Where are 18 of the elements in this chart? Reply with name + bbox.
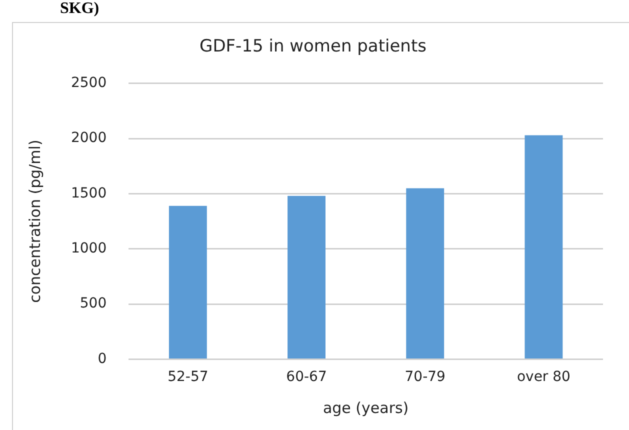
bar <box>168 206 207 358</box>
bar <box>288 196 326 358</box>
text: SKG) <box>60 0 100 18</box>
y-axis-title: concentration (pg/ml) <box>26 140 44 303</box>
bar <box>524 135 563 358</box>
y-tick-label: 2000 <box>70 130 107 146</box>
x-tick-label: over 80 <box>516 369 570 386</box>
x-axis-title: age (years) <box>322 398 409 417</box>
x-tick-label: 70-79 <box>404 369 446 386</box>
y-tick-label: 1500 <box>70 185 107 202</box>
x-tick-label: 60-67 <box>286 369 327 386</box>
chart-title: GDF-15 in women patients <box>200 36 427 57</box>
bar <box>406 188 444 358</box>
y-tick-label: 0 <box>98 350 107 367</box>
x-tick-label: 52-57 <box>168 369 208 386</box>
y-tick-label: 1000 <box>70 240 107 257</box>
y-tick-label: 500 <box>80 296 107 312</box>
y-tick-label: 2500 <box>70 75 107 92</box>
